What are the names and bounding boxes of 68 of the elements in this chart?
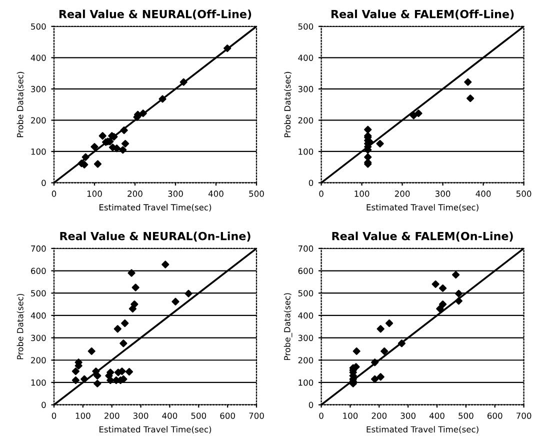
x-tick-label: 200 xyxy=(128,190,142,197)
y-tick-label: 100 xyxy=(298,379,314,386)
y-tick-label: 400 xyxy=(30,312,46,319)
y-tick-label: 200 xyxy=(31,117,46,124)
y-tick-label: 400 xyxy=(298,54,314,61)
y-tick-label: 500 xyxy=(298,290,314,296)
x-tick-label: 500 xyxy=(516,190,532,197)
y-axis-title: Probe Data(sec) xyxy=(284,72,292,138)
x-tick-label: 300 xyxy=(435,190,450,197)
y-axis-title: Probe Data(sec) xyxy=(16,294,24,360)
y-tick-label: 500 xyxy=(298,23,314,30)
x-tick-label: 0 xyxy=(319,412,324,419)
y-tick-label: 100 xyxy=(31,379,46,386)
y-tick-label: 500 xyxy=(31,290,46,296)
y-tick-label: 200 xyxy=(298,357,314,364)
x-tick-label: 200 xyxy=(104,412,120,419)
x-tick-label: 300 xyxy=(168,190,183,197)
x-tick-label: 300 xyxy=(400,412,416,419)
y-tick-label: 700 xyxy=(31,245,46,252)
y-tick-label: 300 xyxy=(31,334,46,342)
x-tick-label: 700 xyxy=(516,412,532,419)
x-tick-label: 400 xyxy=(476,190,491,197)
y-axis-title: Probe_Data(sec) xyxy=(284,293,292,360)
x-tick-label: 400 xyxy=(429,412,444,419)
x-axis-title: Estimated Travel Time(sec) xyxy=(100,204,212,212)
y-tick-label: 300 xyxy=(298,334,314,342)
y-axis-title: Probe Data(sec) xyxy=(16,72,24,138)
x-tick-label: 200 xyxy=(394,190,410,197)
x-tick-label: 100 xyxy=(87,190,102,197)
x-tick-label: 500 xyxy=(249,190,264,197)
x-axis-title: Estimated Travel Time(sec) xyxy=(366,204,478,212)
x-tick-label: 100 xyxy=(354,190,370,197)
y-tick-label: 700 xyxy=(298,245,314,252)
y-tick-label: 100 xyxy=(31,148,46,155)
x-tick-label: 700 xyxy=(249,412,264,419)
x-tick-label: 300 xyxy=(133,412,148,419)
y-tick-label: 0 xyxy=(308,402,314,408)
y-tick-label: 300 xyxy=(298,86,314,92)
x-tick-label: 600 xyxy=(488,412,502,419)
x-tick-label: 0 xyxy=(52,190,56,197)
y-tick-label: 0 xyxy=(42,180,46,186)
y-tick-label: 400 xyxy=(30,54,46,61)
chart-title: Real Value & FALEM(On-Line) xyxy=(332,232,513,242)
x-tick-label: 100 xyxy=(343,412,358,419)
x-tick-label: 200 xyxy=(372,412,387,419)
y-tick-label: 0 xyxy=(42,402,46,408)
x-tick-label: 0 xyxy=(319,190,324,197)
x-tick-label: 600 xyxy=(220,412,235,419)
y-tick-label: 500 xyxy=(31,23,46,30)
x-axis-title: Estimated Travel Time(sec) xyxy=(100,426,212,434)
x-tick-label: 0 xyxy=(52,412,56,419)
y-tick-label: 300 xyxy=(31,86,46,92)
chart-title: Real Value & FALEM(Off-Line) xyxy=(332,10,514,20)
x-tick-label: 400 xyxy=(162,412,178,419)
x-tick-label: 400 xyxy=(208,190,224,197)
y-tick-label: 200 xyxy=(298,117,314,124)
y-tick-label: 600 xyxy=(31,268,46,274)
y-tick-label: 100 xyxy=(298,148,314,155)
chart-title: Real Value & NEURAL(On-Line) xyxy=(60,232,250,242)
y-tick-label: 200 xyxy=(31,357,46,364)
y-tick-label: 600 xyxy=(298,268,314,274)
x-tick-label: 100 xyxy=(76,412,90,419)
x-axis-title: Estimated Travel Time(sec) xyxy=(366,426,478,434)
chart-title: Real Value & NEURAL(Off-Line) xyxy=(59,10,252,20)
y-tick-label: 400 xyxy=(298,312,314,319)
x-tick-label: 500 xyxy=(458,412,474,419)
x-tick-label: 500 xyxy=(191,412,206,419)
y-tick-label: 0 xyxy=(308,180,314,186)
